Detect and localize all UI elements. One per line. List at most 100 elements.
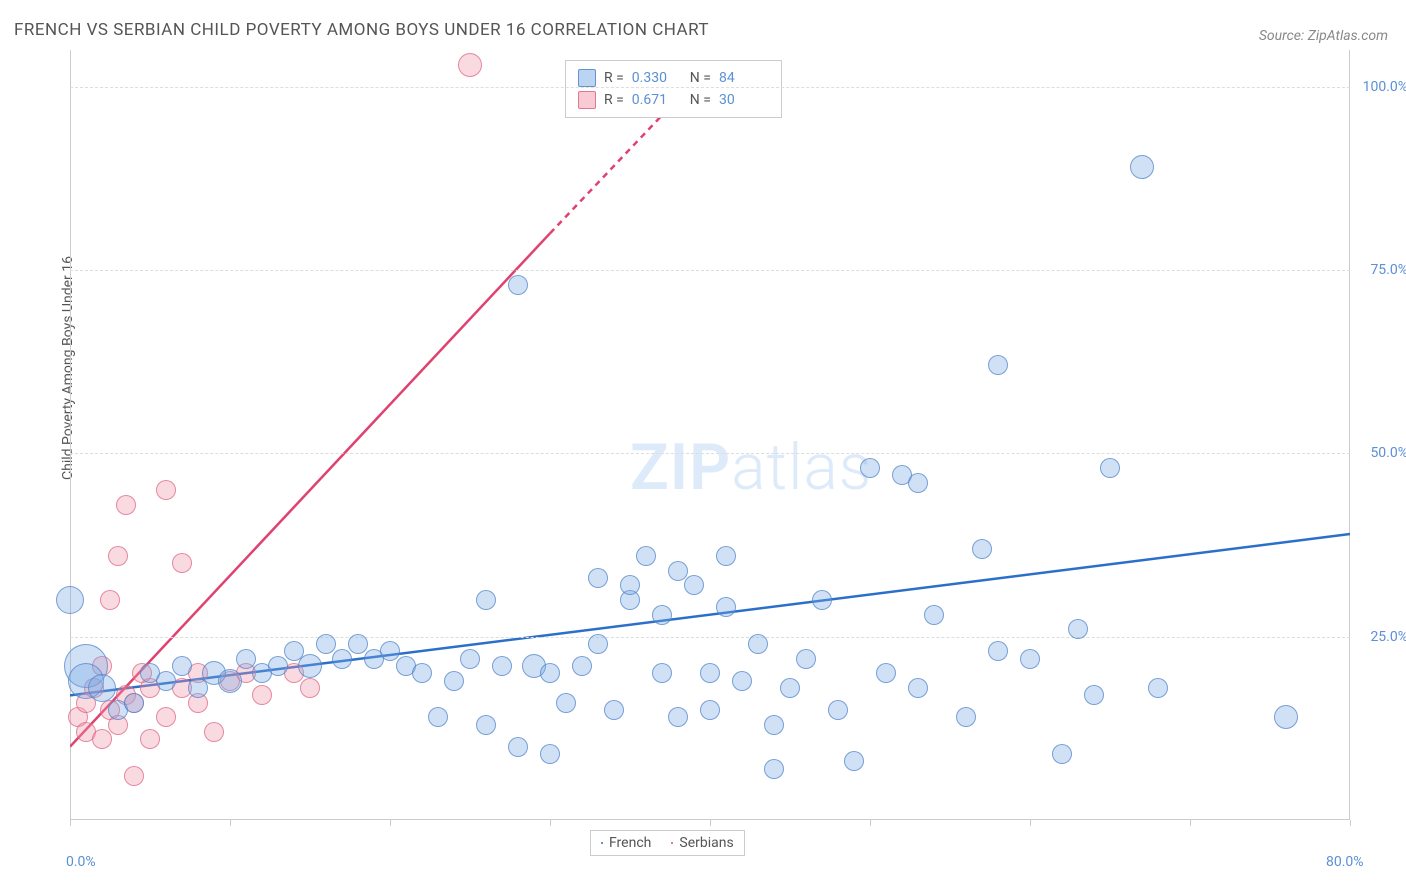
data-point-french (508, 275, 528, 295)
data-point-french (540, 744, 560, 764)
x-tick (1350, 820, 1351, 826)
data-point-french (700, 663, 720, 683)
data-point-french (716, 546, 736, 566)
data-point-french (540, 663, 560, 683)
data-point-french (908, 678, 928, 698)
data-point-french (380, 641, 400, 661)
data-point-french (218, 669, 242, 693)
legend-french-label: French (609, 835, 651, 851)
stats-serbian-n: 30 (719, 92, 769, 108)
data-point-french (620, 575, 640, 595)
data-point-french (876, 663, 896, 683)
plot-region: ZIPatlas R = 0.330 N = 84 R = 0.671 N = … (70, 50, 1350, 820)
data-point-french (988, 641, 1008, 661)
data-point-french (412, 663, 432, 683)
data-point-serbian (458, 53, 482, 77)
data-point-french (268, 656, 288, 676)
data-point-french (956, 707, 976, 727)
data-point-french (668, 561, 688, 581)
data-point-french (1020, 649, 1040, 669)
data-point-french (236, 649, 256, 669)
data-point-french (972, 539, 992, 559)
source-attribution: Source: ZipAtlas.com (1259, 28, 1388, 44)
data-point-french (88, 674, 116, 702)
grid-line (70, 270, 1350, 271)
data-point-french (444, 671, 464, 691)
data-point-french (1100, 458, 1120, 478)
grid-line (70, 87, 1350, 88)
data-point-french (604, 700, 624, 720)
x-tick (870, 820, 871, 826)
data-point-french (476, 715, 496, 735)
legend-item-serbian: Serbians (671, 835, 733, 851)
x-tick-label: 0.0% (66, 854, 96, 870)
data-point-french (172, 656, 192, 676)
data-point-serbian (204, 722, 224, 742)
data-point-french (1130, 155, 1154, 179)
data-point-french (812, 590, 832, 610)
data-point-serbian (124, 766, 144, 786)
grid-line (70, 453, 1350, 454)
stats-box: R = 0.330 N = 84 R = 0.671 N = 30 (565, 60, 782, 118)
x-tick (1190, 820, 1191, 826)
data-point-serbian (156, 707, 176, 727)
data-point-french (796, 649, 816, 669)
x-tick (390, 820, 391, 826)
y-axis-right (1349, 50, 1350, 820)
data-point-french (700, 700, 720, 720)
data-point-french (924, 605, 944, 625)
data-point-french (316, 634, 336, 654)
watermark-light: atlas (731, 430, 872, 505)
data-point-french (764, 715, 784, 735)
data-point-serbian (92, 729, 112, 749)
swatch-serbian-icon (671, 842, 673, 844)
data-point-serbian (156, 480, 176, 500)
x-tick (1030, 820, 1031, 826)
data-point-french (492, 656, 512, 676)
data-point-french (1068, 619, 1088, 639)
data-point-french (732, 671, 752, 691)
x-tick (550, 820, 551, 826)
data-point-french (828, 700, 848, 720)
data-point-serbian (300, 678, 320, 698)
legend: French Serbians (590, 830, 745, 856)
data-point-french (748, 634, 768, 654)
watermark: ZIPatlas (630, 430, 872, 505)
y-tick-label: 25.0% (1358, 629, 1406, 645)
data-point-french (1052, 744, 1072, 764)
data-point-french (908, 473, 928, 493)
data-point-french (1148, 678, 1168, 698)
stats-french-n: 84 (719, 70, 769, 86)
data-point-french (668, 707, 688, 727)
data-point-french (780, 678, 800, 698)
data-point-serbian (252, 685, 272, 705)
data-point-french (1274, 705, 1298, 729)
data-point-french (428, 707, 448, 727)
x-tick-label: 80.0% (1326, 854, 1364, 870)
data-point-french (556, 693, 576, 713)
x-tick (230, 820, 231, 826)
data-point-french (684, 575, 704, 595)
data-point-french (1084, 685, 1104, 705)
stats-n-label: N = (690, 92, 711, 108)
x-tick (70, 820, 71, 826)
data-point-french (572, 656, 592, 676)
data-point-french (156, 671, 176, 691)
swatch-french-icon (578, 69, 596, 87)
data-point-french (636, 546, 656, 566)
data-point-french (988, 355, 1008, 375)
legend-item-french: French (601, 835, 651, 851)
swatch-serbian-icon (578, 91, 596, 109)
data-point-serbian (172, 553, 192, 573)
x-tick (710, 820, 711, 826)
y-tick-label: 50.0% (1358, 445, 1406, 461)
stats-french-r: 0.330 (632, 70, 682, 86)
data-point-french (652, 663, 672, 683)
watermark-bold: ZIP (630, 430, 731, 505)
data-point-french (56, 586, 84, 614)
data-point-french (332, 649, 352, 669)
data-point-french (588, 568, 608, 588)
stats-row-serbian: R = 0.671 N = 30 (578, 89, 769, 111)
data-point-french (652, 605, 672, 625)
data-point-french (476, 590, 496, 610)
